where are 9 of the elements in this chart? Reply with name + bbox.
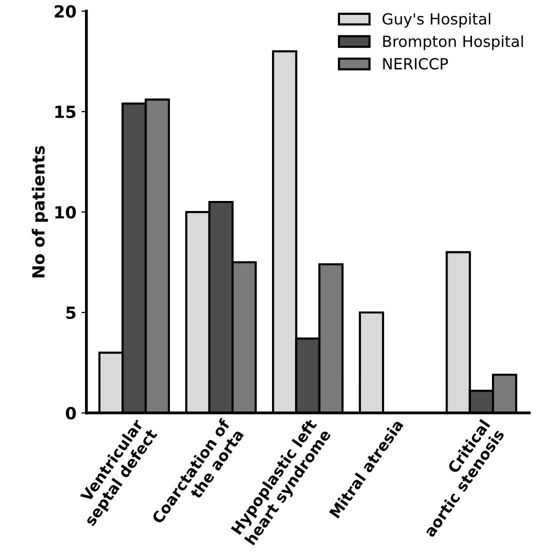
legend-label: NERICCP	[383, 58, 448, 70]
y-tick-label: 10	[55, 206, 76, 219]
y-tick-label: 15	[55, 106, 76, 118]
legend-label: Brompton Hospital	[383, 35, 523, 50]
y-tick-label: 0	[66, 406, 76, 420]
legend-label: Guy's Hospital	[382, 12, 490, 28]
y-tick-label: 20	[54, 5, 76, 18]
y-axis-title: No of patients	[32, 146, 48, 278]
y-tick-label: 5	[66, 306, 76, 320]
